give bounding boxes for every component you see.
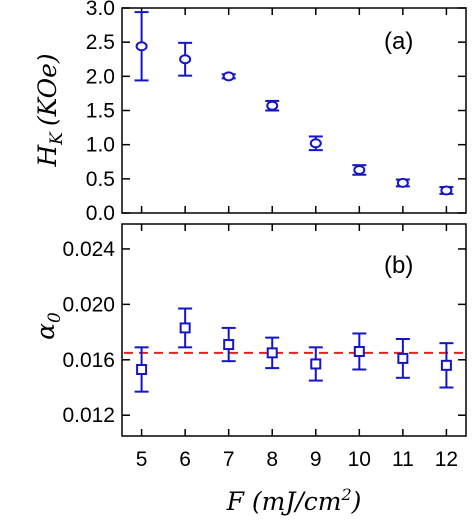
data-point (178, 41, 193, 77)
panel-a-y-tick-label: 0.5 (86, 168, 115, 191)
panel-b-label: (b) (384, 252, 413, 279)
data-point (308, 135, 323, 152)
panel-a-data-points (134, 11, 454, 196)
square-marker (353, 345, 365, 357)
panel-a-y-tick-label: 3.0 (86, 0, 115, 20)
x-tick-label: 12 (435, 448, 458, 471)
panel-b-y-tick-label: 0.024 (62, 238, 115, 261)
circle-marker (135, 41, 148, 52)
square-marker (310, 358, 322, 370)
panel-a-frame (121, 7, 467, 214)
panel-b-frame (121, 223, 467, 437)
x-tick-label: 9 (310, 448, 322, 471)
square-marker (179, 322, 191, 334)
panel-a-y-tick-label: 2.0 (86, 65, 115, 88)
panel-b-data-points (134, 307, 454, 393)
data-point (265, 336, 280, 370)
data-point (265, 99, 280, 112)
data-point (395, 338, 410, 379)
panel-a-label: (a) (384, 28, 413, 55)
data-point (221, 326, 236, 363)
panel-b-y-tick-label: 0.016 (62, 349, 115, 372)
panel-b-y-tick-label: 0.012 (62, 404, 115, 427)
circle-marker (179, 54, 192, 65)
panel-b-y-axis-title: α0 (31, 312, 65, 340)
data-point (439, 342, 454, 389)
panel-a-y-ticks: 0.0 0.5 1.0 1.5 2.0 2.5 3.0 (86, 0, 466, 225)
data-point (439, 185, 454, 196)
x-tick-label: 8 (266, 448, 278, 471)
panel-a-x-ticks (140, 8, 448, 213)
panel-b-x-ticks: 5 6 7 8 9 10 11 12 (136, 224, 458, 471)
data-point (134, 346, 149, 393)
data-point (308, 346, 323, 382)
panel-a-y-tick-label: 2.5 (86, 31, 115, 54)
panel-a: 0.0 0.5 1.0 1.5 2.0 2.5 3.0 (a) HK(KOe) (33, 0, 467, 225)
x-tick-label: 5 (136, 448, 148, 471)
x-tick-label: 10 (348, 448, 371, 471)
square-marker (223, 339, 235, 351)
circle-marker (396, 177, 409, 188)
data-point (352, 164, 367, 176)
data-point (395, 177, 410, 188)
square-marker (266, 347, 278, 359)
panel-a-y-tick-label: 1.0 (86, 134, 115, 157)
data-point (221, 71, 236, 82)
data-point (134, 11, 149, 82)
data-point (352, 332, 367, 371)
panel-b-y-ticks: 0.012 0.016 0.020 0.024 (62, 238, 466, 427)
x-tick-label: 6 (179, 448, 191, 471)
circle-marker (222, 71, 235, 82)
square-marker (440, 359, 452, 371)
panel-a-y-axis-title: HK(KOe) (33, 53, 67, 167)
panel-a-y-tick-label: 1.5 (86, 100, 115, 123)
circle-marker (266, 100, 279, 111)
square-marker (397, 352, 409, 364)
data-point (178, 307, 193, 349)
square-marker (136, 363, 148, 375)
panel-a-y-tick-label: 0.0 (86, 202, 115, 225)
panel-b-y-tick-label: 0.020 (62, 293, 115, 316)
circle-marker (440, 185, 453, 196)
x-axis-title: F (mJ/cm2) (226, 485, 362, 516)
x-tick-label: 11 (392, 448, 414, 471)
x-tick-label: 7 (223, 448, 235, 471)
circle-marker (309, 138, 322, 149)
circle-marker (353, 164, 366, 175)
